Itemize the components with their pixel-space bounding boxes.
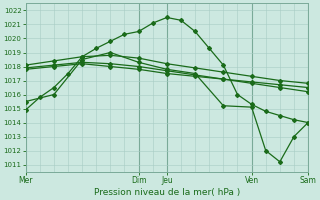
X-axis label: Pression niveau de la mer( hPa ): Pression niveau de la mer( hPa ) <box>94 188 240 197</box>
